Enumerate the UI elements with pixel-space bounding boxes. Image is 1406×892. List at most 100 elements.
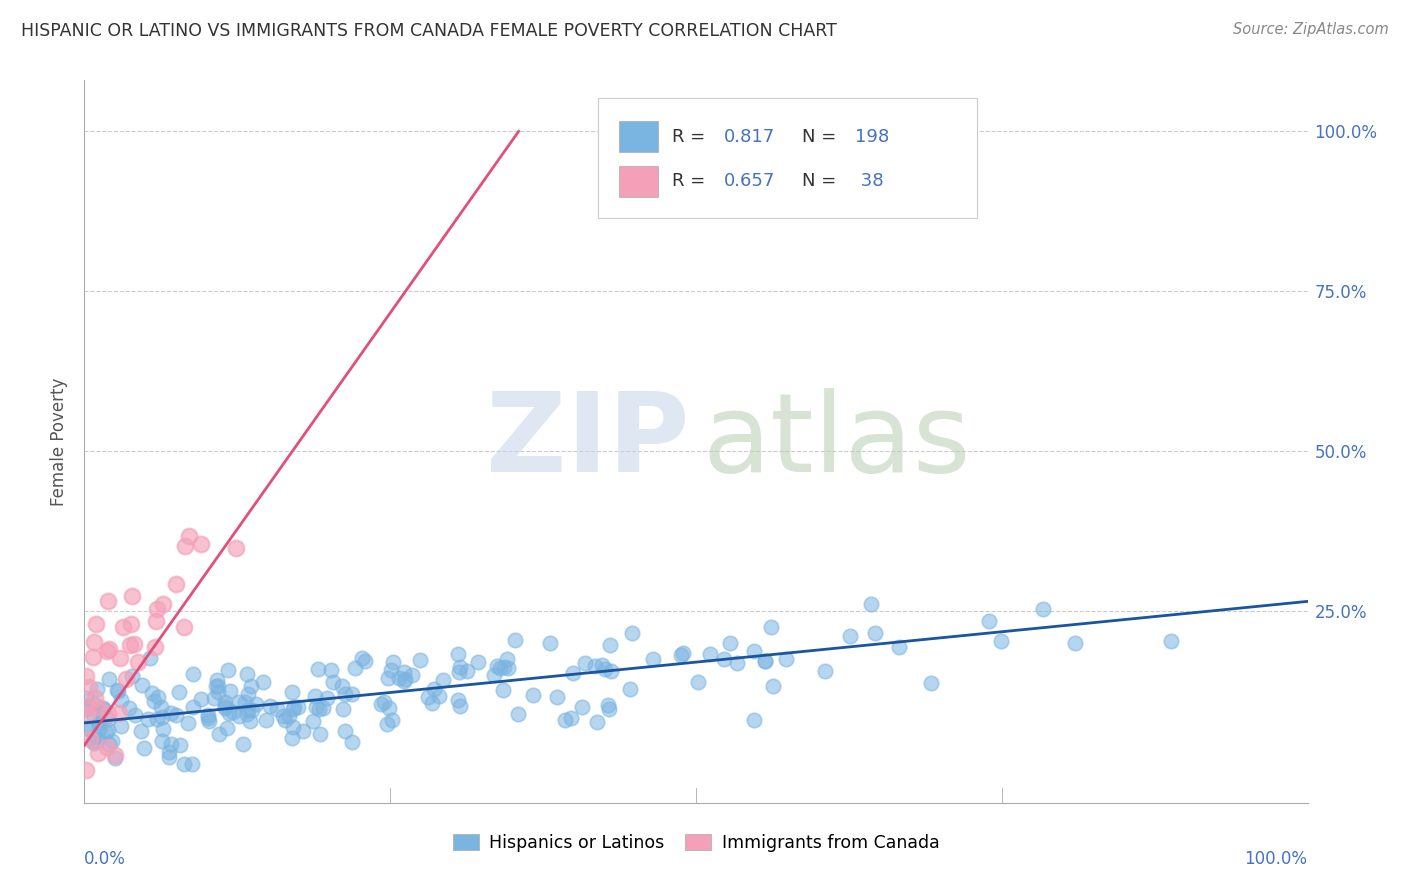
Point — [75, 702, 97, 716]
Point — [124, 707, 146, 722]
Point — [593, 662, 616, 676]
Point — [344, 661, 367, 675]
Point — [574, 657, 596, 671]
Point — [165, 707, 187, 722]
Text: 0.817: 0.817 — [724, 128, 775, 145]
Point — [598, 702, 620, 716]
Point — [718, 636, 741, 650]
FancyBboxPatch shape — [619, 121, 658, 152]
Point — [208, 726, 231, 740]
Point — [76, 698, 98, 713]
Point — [382, 655, 405, 669]
Point — [146, 602, 169, 616]
Point — [754, 654, 776, 668]
Point — [131, 724, 153, 739]
Point — [859, 597, 882, 611]
Point — [742, 713, 765, 727]
Point — [131, 678, 153, 692]
Point — [127, 655, 149, 669]
Point — [97, 642, 120, 657]
Point — [259, 699, 281, 714]
Point — [308, 702, 330, 716]
Point — [91, 702, 114, 716]
Point — [152, 597, 174, 611]
Point — [350, 650, 373, 665]
Text: 100.0%: 100.0% — [1244, 850, 1308, 868]
Point — [157, 746, 180, 760]
Point — [240, 703, 263, 717]
Point — [546, 690, 568, 704]
Point — [96, 739, 118, 754]
Text: HISPANIC OR LATINO VS IMMIGRANTS FROM CANADA FEMALE POVERTY CORRELATION CHART: HISPANIC OR LATINO VS IMMIGRANTS FROM CA… — [21, 22, 837, 40]
Point — [142, 694, 165, 708]
Point — [225, 541, 247, 556]
Point — [583, 658, 606, 673]
Point — [375, 717, 398, 731]
Point — [427, 689, 450, 703]
Point — [86, 681, 108, 696]
Text: 38: 38 — [855, 172, 883, 190]
Point — [252, 674, 274, 689]
Point — [219, 684, 242, 698]
Point — [377, 701, 399, 715]
Text: atlas: atlas — [702, 388, 970, 495]
Point — [725, 656, 748, 670]
Point — [118, 701, 141, 715]
Point — [762, 679, 785, 693]
Point — [990, 634, 1012, 648]
Point — [146, 712, 169, 726]
Point — [120, 616, 142, 631]
Point — [86, 700, 108, 714]
Point — [148, 690, 170, 704]
Point — [392, 665, 415, 679]
Point — [183, 699, 205, 714]
Point — [97, 707, 120, 722]
Point — [449, 699, 471, 714]
Point — [353, 653, 375, 667]
Point — [571, 700, 593, 714]
Point — [333, 688, 356, 702]
Point — [97, 712, 120, 726]
Point — [198, 714, 221, 728]
Text: R =: R = — [672, 172, 710, 190]
Point — [83, 635, 105, 649]
Point — [145, 614, 167, 628]
Point — [447, 647, 470, 661]
Legend: Hispanics or Latinos, Immigrants from Canada: Hispanics or Latinos, Immigrants from Ca… — [446, 827, 946, 859]
Point — [467, 656, 489, 670]
Point — [340, 687, 363, 701]
Text: R =: R = — [672, 128, 710, 145]
Point — [1064, 635, 1087, 649]
Point — [96, 644, 118, 658]
Point — [84, 617, 107, 632]
Point — [283, 700, 305, 714]
Text: N =: N = — [803, 128, 842, 145]
Point — [207, 679, 229, 693]
Point — [207, 685, 229, 699]
Point — [312, 700, 335, 714]
Point — [381, 713, 404, 727]
Point — [671, 648, 693, 662]
Point — [190, 537, 212, 551]
Point — [538, 635, 561, 649]
Point — [83, 710, 105, 724]
Point — [141, 686, 163, 700]
Point — [370, 697, 392, 711]
Point — [134, 740, 156, 755]
Point — [97, 723, 120, 738]
Point — [394, 674, 416, 689]
Point — [330, 679, 353, 693]
FancyBboxPatch shape — [598, 98, 977, 218]
Point — [283, 702, 305, 716]
Point — [814, 664, 837, 678]
Point — [865, 625, 887, 640]
Point — [319, 663, 342, 677]
Point — [240, 679, 263, 693]
Text: ZIP: ZIP — [486, 388, 690, 495]
Point — [754, 654, 776, 668]
Point — [160, 706, 183, 721]
Point — [173, 757, 195, 772]
Point — [420, 696, 443, 710]
Point — [1032, 601, 1054, 615]
Point — [596, 698, 619, 712]
